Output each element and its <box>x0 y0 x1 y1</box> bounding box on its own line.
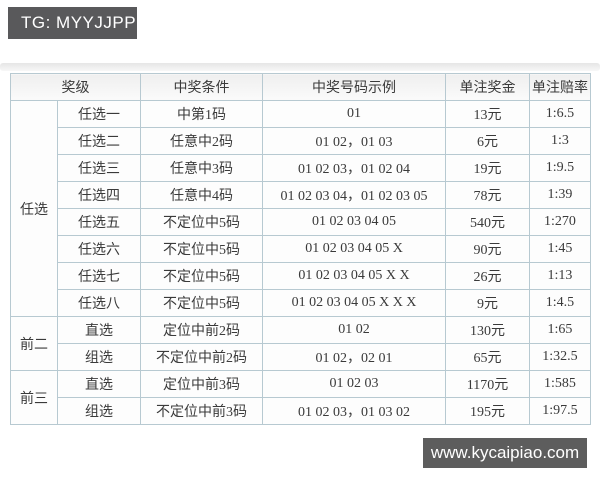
prize-level-cell: 直选 <box>57 370 141 398</box>
condition-cell: 不定位中前2码 <box>140 343 263 371</box>
table-row: 任选二 任意中2码 01 02，01 03 6元 1:3 <box>11 127 591 155</box>
divider-band <box>0 63 600 71</box>
table-row: 任选三 任意中3码 01 02 03，01 02 04 19元 1:9.5 <box>11 154 591 182</box>
condition-cell: 任意中3码 <box>140 154 263 182</box>
example-cell: 01 02 03 04 05 X X X <box>262 289 446 317</box>
tg-badge: TG: MYYJJPP <box>8 7 137 39</box>
prize-cell: 130元 <box>445 316 530 344</box>
odds-cell: 1:270 <box>529 208 591 236</box>
table-row: 任选四 任意中4码 01 02 03 04，01 02 03 05 78元 1:… <box>11 181 591 209</box>
odds-cell: 1:585 <box>529 370 591 398</box>
odds-cell: 1:4.5 <box>529 289 591 317</box>
odds-cell: 1:45 <box>529 235 591 263</box>
prize-cell: 65元 <box>445 343 530 371</box>
example-cell: 01 02 <box>262 316 446 344</box>
odds-cell: 1:97.5 <box>529 397 591 425</box>
table-row: 任选七 不定位中5码 01 02 03 04 05 X X 26元 1:13 <box>11 262 591 290</box>
odds-cell: 1:13 <box>529 262 591 290</box>
example-cell: 01 02，01 03 <box>262 127 446 155</box>
example-cell: 01 02，02 01 <box>262 343 446 371</box>
prize-level-cell: 任选八 <box>57 289 141 317</box>
prize-level-cell: 直选 <box>57 316 141 344</box>
header-prize-per-bet: 单注奖金 <box>445 73 530 101</box>
header-prize-level: 奖级 <box>10 73 141 101</box>
example-cell: 01 02 03，01 02 04 <box>262 154 446 182</box>
condition-cell: 中第1码 <box>140 100 263 128</box>
prize-level-cell: 任选七 <box>57 262 141 290</box>
group-label-qianer: 前二 <box>10 316 58 371</box>
prize-level-cell: 任选三 <box>57 154 141 182</box>
odds-cell: 1:39 <box>529 181 591 209</box>
prize-level-cell: 组选 <box>57 397 141 425</box>
odds-cell: 1:32.5 <box>529 343 591 371</box>
odds-cell: 1:3 <box>529 127 591 155</box>
prize-cell: 26元 <box>445 262 530 290</box>
example-cell: 01 02 03 04 05 X X <box>262 262 446 290</box>
prize-cell: 195元 <box>445 397 530 425</box>
table-row: 组选 不定位中前2码 01 02，02 01 65元 1:32.5 <box>11 343 591 371</box>
odds-cell: 1:9.5 <box>529 154 591 182</box>
condition-cell: 不定位中5码 <box>140 208 263 236</box>
prize-level-cell: 任选六 <box>57 235 141 263</box>
odds-cell: 1:65 <box>529 316 591 344</box>
prize-level-cell: 任选二 <box>57 127 141 155</box>
prize-level-cell: 任选四 <box>57 181 141 209</box>
header-number-example: 中奖号码示例 <box>262 73 446 101</box>
prize-cell: 9元 <box>445 289 530 317</box>
prize-cell: 6元 <box>445 127 530 155</box>
table-row: 组选 不定位中前3码 01 02 03，01 03 02 195元 1:97.5 <box>11 397 591 425</box>
condition-cell: 任意中4码 <box>140 181 263 209</box>
table-row: 任选八 不定位中5码 01 02 03 04 05 X X X 9元 1:4.5 <box>11 289 591 317</box>
table-row: 前二 直选 定位中前2码 01 02 130元 1:65 <box>10 316 591 371</box>
prize-cell: 78元 <box>445 181 530 209</box>
condition-cell: 不定位中5码 <box>140 262 263 290</box>
condition-cell: 不定位中5码 <box>140 235 263 263</box>
prize-table: 奖级 中奖条件 中奖号码示例 单注奖金 单注赔率 任选 任选一 中第1码 01 … <box>10 73 591 425</box>
example-cell: 01 02 03 04 05 X <box>262 235 446 263</box>
condition-cell: 任意中2码 <box>140 127 263 155</box>
table-row: 前三 直选 定位中前3码 01 02 03 1170元 1:585 <box>10 370 591 425</box>
condition-cell: 定位中前2码 <box>140 316 263 344</box>
example-cell: 01 02 03 <box>262 370 446 398</box>
condition-cell: 不定位中5码 <box>140 289 263 317</box>
table-header-row: 奖级 中奖条件 中奖号码示例 单注奖金 单注赔率 <box>10 73 591 101</box>
example-cell: 01 <box>262 100 446 128</box>
prize-level-cell: 任选一 <box>57 100 141 128</box>
header-odds-per-bet: 单注赔率 <box>529 73 591 101</box>
site-url-badge: www.kycaipiao.com <box>423 438 587 468</box>
prize-cell: 19元 <box>445 154 530 182</box>
prize-cell: 540元 <box>445 208 530 236</box>
prize-cell: 90元 <box>445 235 530 263</box>
example-cell: 01 02 03，01 03 02 <box>262 397 446 425</box>
group-label-qiansan: 前三 <box>10 370 58 425</box>
prize-cell: 1170元 <box>445 370 530 398</box>
table-row: 任选五 不定位中5码 01 02 03 04 05 540元 1:270 <box>11 208 591 236</box>
condition-cell: 不定位中前3码 <box>140 397 263 425</box>
prize-cell: 13元 <box>445 100 530 128</box>
condition-cell: 定位中前3码 <box>140 370 263 398</box>
example-cell: 01 02 03 04，01 02 03 05 <box>262 181 446 209</box>
example-cell: 01 02 03 04 05 <box>262 208 446 236</box>
prize-level-cell: 任选五 <box>57 208 141 236</box>
header-win-condition: 中奖条件 <box>140 73 263 101</box>
group-label-renxuan: 任选 <box>10 100 58 317</box>
table-row: 任选六 不定位中5码 01 02 03 04 05 X 90元 1:45 <box>11 235 591 263</box>
odds-cell: 1:6.5 <box>529 100 591 128</box>
prize-level-cell: 组选 <box>57 343 141 371</box>
table-row: 任选 任选一 中第1码 01 13元 1:6.5 <box>10 100 591 317</box>
